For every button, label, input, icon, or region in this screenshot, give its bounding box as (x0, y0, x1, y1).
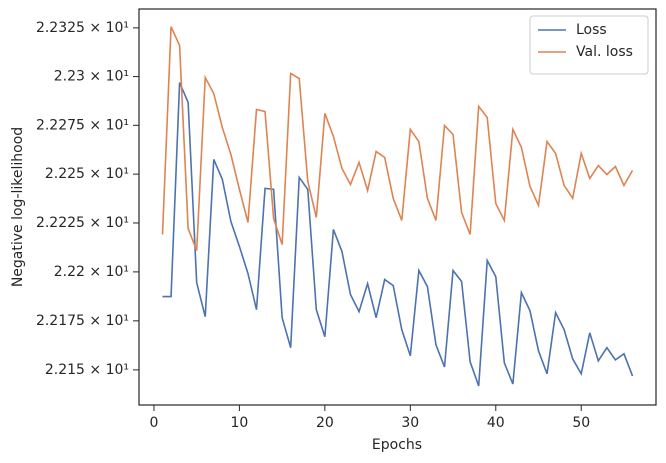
y-tick-label: 2.22 × 10¹ (54, 264, 129, 280)
line (162, 82, 634, 387)
line (161, 26, 634, 251)
plot-frame (138, 8, 657, 406)
y-tick-label: 2.225 × 10¹ (45, 166, 129, 182)
x-tick-label: 20 (316, 415, 334, 431)
x-tick-label: 40 (487, 415, 505, 431)
y-tick-label: 2.2275 × 10¹ (36, 117, 129, 133)
y-tick-label: 2.2225 × 10¹ (36, 215, 129, 231)
x-tick-label: 0 (149, 415, 158, 431)
legend-label: Loss (576, 22, 607, 38)
y-axis-label: Negative log-likelihood (10, 127, 26, 287)
x-tick-label: 10 (230, 415, 248, 431)
x-tick-label: 30 (401, 415, 419, 431)
y-tick-label: 2.23 × 10¹ (54, 69, 129, 85)
y-tick-label: 2.215 × 10¹ (45, 362, 129, 378)
y-tick-label: 2.2325 × 10¹ (36, 20, 129, 36)
legend-label: Val. loss (576, 44, 633, 60)
x-tick-label: 50 (572, 415, 590, 431)
y-tick-label: 2.2175 × 10¹ (36, 313, 129, 329)
x-axis-label: Epochs (372, 437, 422, 453)
